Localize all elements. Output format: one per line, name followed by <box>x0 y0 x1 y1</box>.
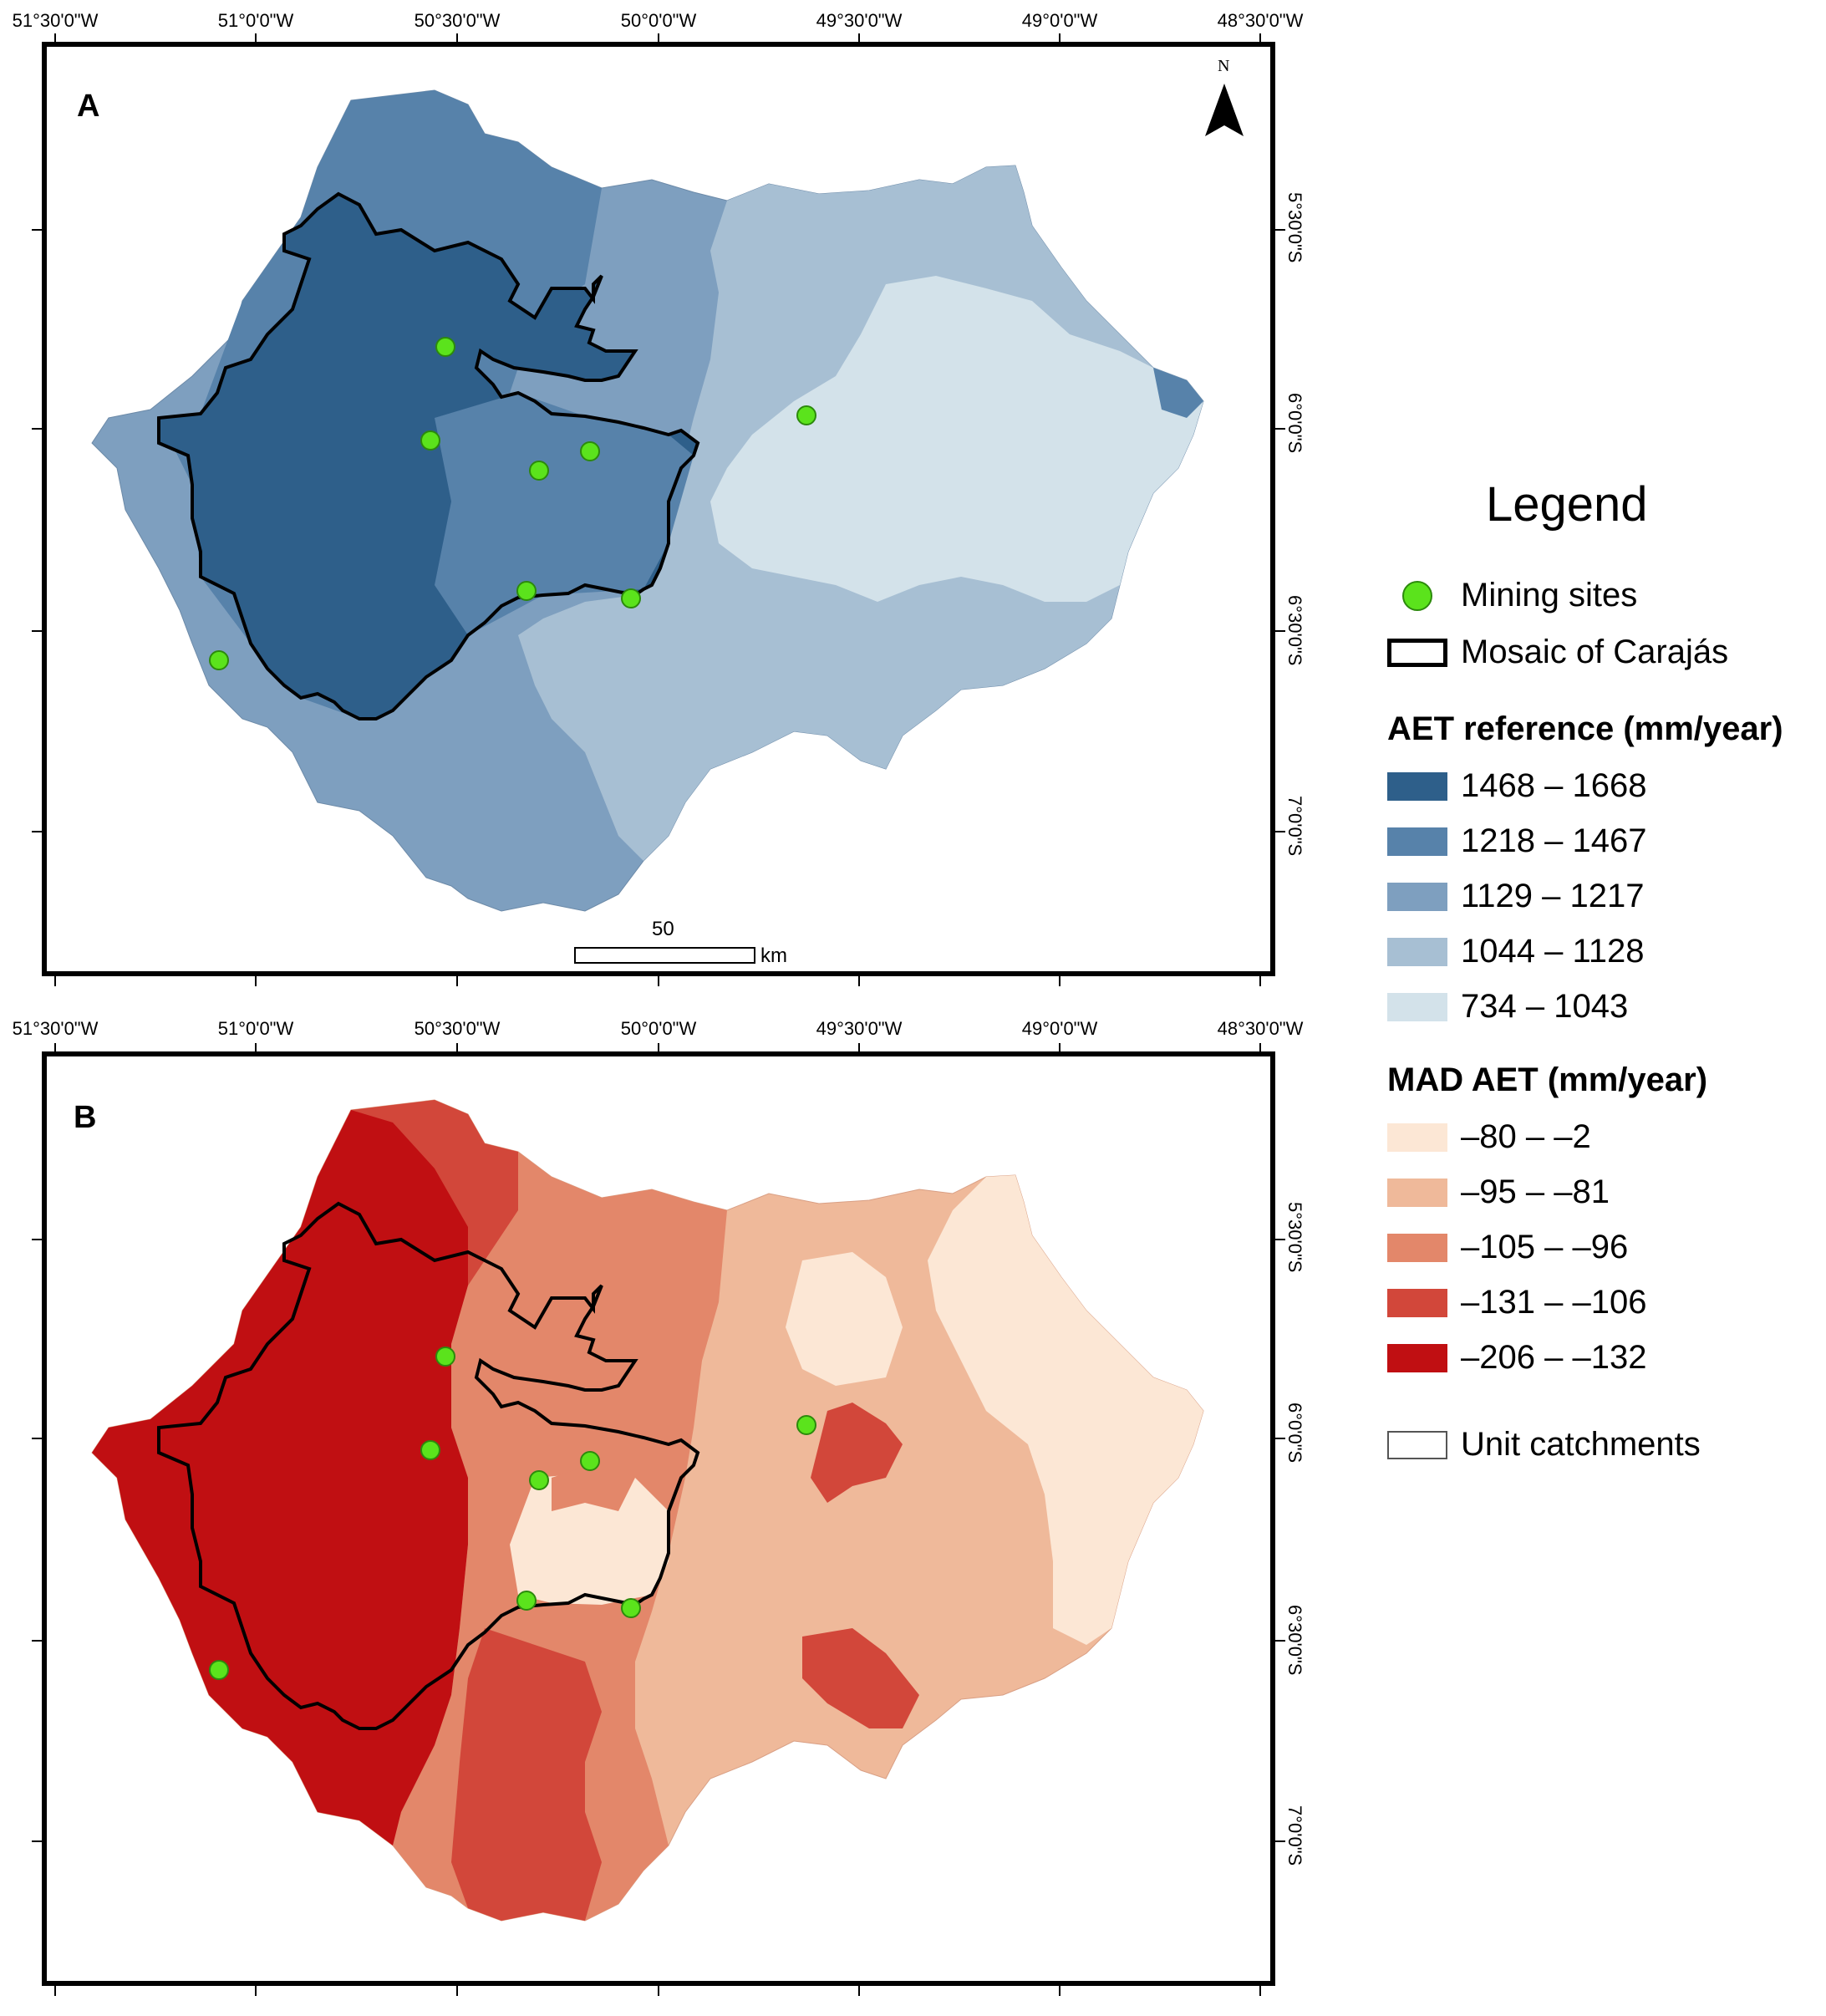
aet-class: 734 – 1043 <box>1387 988 1628 1026</box>
mining-site[interactable] <box>796 1415 816 1435</box>
scale-value: 50 <box>652 918 674 940</box>
panel-label-b: B <box>74 1100 97 1135</box>
mining-sites-b <box>209 1347 816 1680</box>
lon-label: 50°0'0"W <box>620 10 697 31</box>
aet-swatch <box>1387 937 1447 966</box>
mining-site[interactable] <box>621 588 641 608</box>
lon-label: 50°0'0"W <box>620 1018 697 1039</box>
mining-site[interactable] <box>516 581 537 601</box>
map-panel-a <box>91 89 1204 912</box>
lon-label: 51°0'0"W <box>217 10 294 31</box>
legend-label: 1129 – 1217 <box>1461 878 1645 914</box>
legend-title: Legend <box>1486 477 1648 532</box>
legend-label: 1468 – 1668 <box>1461 767 1647 804</box>
mad-swatch <box>1387 1288 1447 1317</box>
mad-swatch <box>1387 1178 1447 1207</box>
mining-site[interactable] <box>420 1440 440 1460</box>
lon-label: 50°30'0"W <box>414 10 501 31</box>
scale-unit: km <box>760 944 787 967</box>
legend-label: 1044 – 1128 <box>1461 933 1645 970</box>
mad-class: –206 – –132 <box>1387 1339 1646 1377</box>
aet-class: 1044 – 1128 <box>1387 933 1644 970</box>
north-arrow-icon <box>1205 84 1244 136</box>
lon-label: 49°0'0"W <box>1021 10 1098 31</box>
mining-site[interactable] <box>516 1591 537 1611</box>
mining-site[interactable] <box>209 650 229 670</box>
lon-label: 51°30'0"W <box>12 1018 99 1039</box>
panel-label-a: A <box>77 89 100 124</box>
legend-label: Mining sites <box>1461 577 1638 613</box>
legend-unit-catchments: Unit catchments <box>1387 1426 1701 1464</box>
lon-label: 51°30'0"W <box>12 10 99 31</box>
mining-site[interactable] <box>435 1347 455 1367</box>
legend-mosaic: Mosaic of Carajás <box>1387 634 1728 671</box>
legend-label: Unit catchments <box>1461 1426 1701 1463</box>
legend-mining-sites: Mining sites <box>1387 577 1637 614</box>
tick-marks <box>32 33 1285 1996</box>
lon-label: 48°30'0"W <box>1217 10 1304 31</box>
mosaic-swatch <box>1387 638 1447 667</box>
mad-class: –95 – –81 <box>1387 1173 1610 1211</box>
aet-heading: AET reference (mm/year) <box>1387 710 1783 747</box>
lon-label: 48°30'0"W <box>1217 1018 1304 1039</box>
mining-site[interactable] <box>796 405 816 425</box>
legend-label: –206 – –132 <box>1461 1339 1647 1376</box>
mining-site[interactable] <box>529 461 549 481</box>
lon-label: 49°30'0"W <box>816 1018 903 1039</box>
aet-swatch <box>1387 992 1447 1021</box>
legend-label: –131 – –106 <box>1461 1284 1647 1321</box>
legend-label: –80 – –2 <box>1461 1118 1591 1155</box>
mad-swatch <box>1387 1123 1447 1152</box>
mining-site[interactable] <box>580 441 600 461</box>
mad-class: –80 – –2 <box>1387 1118 1591 1156</box>
aet-swatch <box>1387 827 1447 856</box>
map-panel-b <box>91 1099 1204 1922</box>
lon-label: 49°30'0"W <box>816 10 903 31</box>
lon-label: 50°30'0"W <box>414 1018 501 1039</box>
mining-site[interactable] <box>420 430 440 451</box>
aet-class: 1468 – 1668 <box>1387 767 1646 805</box>
mad-swatch <box>1387 1233 1447 1262</box>
mining-site[interactable] <box>621 1598 641 1618</box>
mining-site[interactable] <box>209 1660 229 1680</box>
mining-site[interactable] <box>435 337 455 357</box>
mad-swatch <box>1387 1343 1447 1372</box>
lon-label: 49°0'0"W <box>1021 1018 1098 1039</box>
mining-site[interactable] <box>529 1470 549 1490</box>
mining-site[interactable] <box>580 1451 600 1471</box>
lon-label: 51°0'0"W <box>217 1018 294 1039</box>
legend-label: 1218 – 1467 <box>1461 822 1647 859</box>
aet-swatch <box>1387 771 1447 801</box>
north-label: N <box>1218 57 1230 75</box>
mining-site-icon <box>1402 580 1432 611</box>
unit-catchment-swatch <box>1387 1430 1447 1459</box>
legend-label: 734 – 1043 <box>1461 988 1629 1025</box>
aet-class: 1218 – 1467 <box>1387 822 1646 860</box>
mad-class: –131 – –106 <box>1387 1284 1646 1321</box>
scale-bar <box>574 947 755 964</box>
legend-label: Mosaic of Carajás <box>1461 634 1729 670</box>
mad-class: –105 – –96 <box>1387 1229 1628 1266</box>
legend-label: –95 – –81 <box>1461 1173 1610 1210</box>
legend-label: –105 – –96 <box>1461 1229 1629 1265</box>
aet-swatch <box>1387 882 1447 911</box>
mining-sites-a <box>209 337 816 670</box>
mad-heading: MAD AET (mm/year) <box>1387 1061 1708 1098</box>
aet-class: 1129 – 1217 <box>1387 878 1644 915</box>
